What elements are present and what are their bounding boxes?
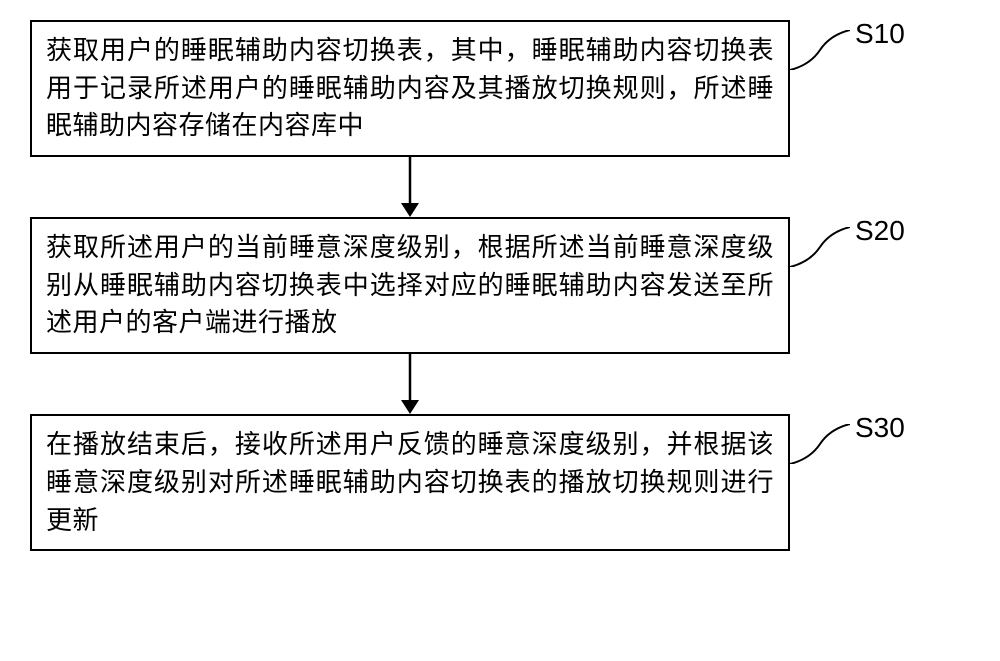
step-label: S10 (855, 18, 905, 50)
step-label: S30 (855, 412, 905, 444)
flowchart-container: 获取用户的睡眠辅助内容切换表，其中，睡眠辅助内容切换表用于记录所述用户的睡眠辅助… (30, 20, 970, 551)
arrow-down (399, 157, 421, 217)
arrow-down (399, 354, 421, 414)
label-connector (790, 227, 850, 267)
label-connector (790, 30, 850, 70)
step-label: S20 (855, 215, 905, 247)
step-box: 获取所述用户的当前睡意深度级别，根据所述当前睡意深度级别从睡眠辅助内容切换表中选… (30, 217, 790, 354)
step-box: 在播放结束后，接收所述用户反馈的睡意深度级别，并根据该睡意深度级别对所述睡眠辅助… (30, 414, 790, 551)
step-box: 获取用户的睡眠辅助内容切换表，其中，睡眠辅助内容切换表用于记录所述用户的睡眠辅助… (30, 20, 790, 157)
label-connector (790, 424, 850, 464)
step-s30: 在播放结束后，接收所述用户反馈的睡意深度级别，并根据该睡意深度级别对所述睡眠辅助… (30, 414, 970, 551)
step-s20: 获取所述用户的当前睡意深度级别，根据所述当前睡意深度级别从睡眠辅助内容切换表中选… (30, 217, 970, 354)
step-s10: 获取用户的睡眠辅助内容切换表，其中，睡眠辅助内容切换表用于记录所述用户的睡眠辅助… (30, 20, 970, 157)
